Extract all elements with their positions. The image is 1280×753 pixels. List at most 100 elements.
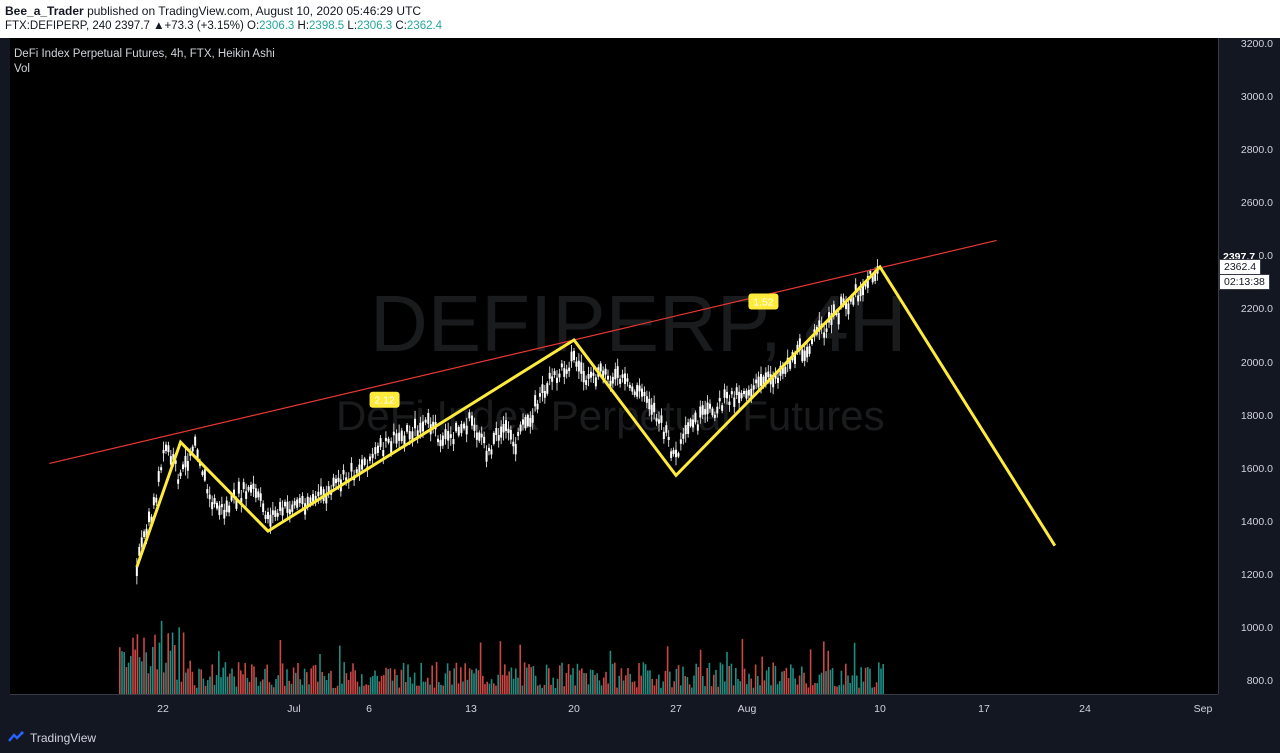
- volume-bar: [653, 685, 656, 694]
- volume-bar: [827, 650, 829, 694]
- volume-bar: [323, 675, 326, 694]
- candle-body: [298, 497, 301, 504]
- volume-bar: [233, 676, 235, 694]
- price-axis[interactable]: 3200.03000.02800.02600.02400.02200.02000…: [1218, 38, 1280, 694]
- volume-bar: [592, 670, 594, 694]
- volume-bar: [574, 685, 576, 694]
- price-chart[interactable]: 2.12 1.52: [10, 38, 1218, 694]
- candle-body: [145, 528, 148, 540]
- candle-body: [220, 504, 223, 508]
- candle-body: [400, 430, 403, 442]
- candle-body: [628, 384, 631, 389]
- volume-bar: [715, 669, 717, 694]
- volume-bar: [218, 651, 220, 694]
- candle-body: [306, 496, 309, 507]
- volume-bar: [376, 675, 378, 694]
- time-tick-label: 24: [1079, 703, 1091, 715]
- volume-bar: [235, 686, 238, 694]
- volume-bar: [860, 667, 862, 694]
- volume-bar: [486, 681, 488, 694]
- candle-body: [444, 429, 447, 440]
- candle-body: [254, 488, 257, 498]
- volume-bar: [587, 684, 590, 694]
- volume-bar: [759, 685, 761, 694]
- candle-body: [553, 371, 556, 376]
- volume-bar: [633, 681, 636, 694]
- candle-body: [857, 295, 860, 302]
- volume-bar: [242, 674, 244, 694]
- volume-bar: [878, 662, 880, 694]
- volume-bar: [556, 678, 559, 694]
- volume-bar: [585, 673, 587, 694]
- volume-bar: [125, 667, 128, 694]
- volume-bar: [873, 687, 876, 694]
- volume-bar: [356, 681, 359, 694]
- candle-body: [803, 350, 806, 361]
- candle-body: [218, 505, 221, 516]
- volume-bar: [451, 684, 453, 694]
- volume-bar: [651, 678, 653, 694]
- volume-bar: [504, 664, 506, 694]
- volume-bar: [495, 685, 497, 694]
- volume-bar: [319, 653, 321, 694]
- candle-body: [650, 404, 653, 415]
- volume-bar: [636, 687, 638, 694]
- brand-name[interactable]: TradingView: [30, 731, 97, 745]
- chart-pane[interactable]: [10, 38, 1218, 694]
- candle-body: [242, 482, 245, 489]
- candle-body: [801, 349, 804, 362]
- volume-bar: [528, 664, 530, 694]
- volume-bar: [570, 674, 572, 694]
- candle-body: [845, 302, 847, 310]
- candle-body: [167, 445, 170, 453]
- volume-bar: [198, 668, 200, 694]
- publisher-name[interactable]: Bee_a_Trader: [5, 4, 84, 18]
- candle-body: [619, 378, 622, 384]
- close-price-tag: 2362.4: [1219, 259, 1262, 276]
- volume-bar: [739, 681, 741, 694]
- volume-bar: [464, 663, 466, 694]
- volume-bar: [270, 684, 273, 694]
- candle-body: [781, 367, 784, 374]
- volume-bar: [347, 679, 350, 694]
- volume-bar: [251, 664, 253, 694]
- volume-bar: [413, 672, 416, 694]
- candle-body: [371, 453, 374, 459]
- candle-body: [358, 464, 361, 476]
- tradingview-logo-icon: [8, 731, 24, 742]
- volume-bar: [389, 668, 392, 694]
- candle-body: [213, 497, 216, 505]
- volume-bar: [506, 675, 508, 694]
- candle-body: [384, 437, 387, 442]
- volume-bar: [484, 684, 486, 694]
- volume-bar: [130, 655, 132, 694]
- volume-bar: [350, 671, 352, 694]
- price-tick-label: 1600.0: [1240, 462, 1273, 475]
- volume-bar: [563, 686, 565, 694]
- volume-bar: [229, 673, 231, 694]
- volume-bar: [783, 670, 785, 694]
- volume-bar: [583, 672, 585, 694]
- volume-bar: [477, 670, 480, 694]
- volume-bar: [462, 681, 464, 694]
- candle-body: [485, 450, 488, 462]
- time-axis[interactable]: 22 Jul 6 13 20 27 Aug 10 17 24 Sep: [10, 694, 1218, 723]
- volume-bar: [642, 662, 645, 694]
- volume-bar: [869, 668, 871, 694]
- candle-body: [767, 371, 770, 378]
- volume-bar: [682, 666, 684, 694]
- up-arrow-icon: ▲: [153, 20, 165, 32]
- candle-body: [332, 477, 335, 487]
- candle-body: [558, 373, 561, 378]
- volume-bar: [750, 678, 752, 694]
- volume-bar: [193, 685, 196, 694]
- volume-bar: [603, 677, 605, 694]
- candle-body: [709, 403, 711, 409]
- candle-body: [580, 362, 583, 374]
- candle-body: [735, 387, 738, 396]
- volume-bar: [666, 646, 669, 694]
- candle-body: [539, 393, 541, 397]
- volume-bar: [248, 681, 251, 694]
- low-label: L:: [347, 20, 358, 32]
- candle-body: [522, 419, 524, 425]
